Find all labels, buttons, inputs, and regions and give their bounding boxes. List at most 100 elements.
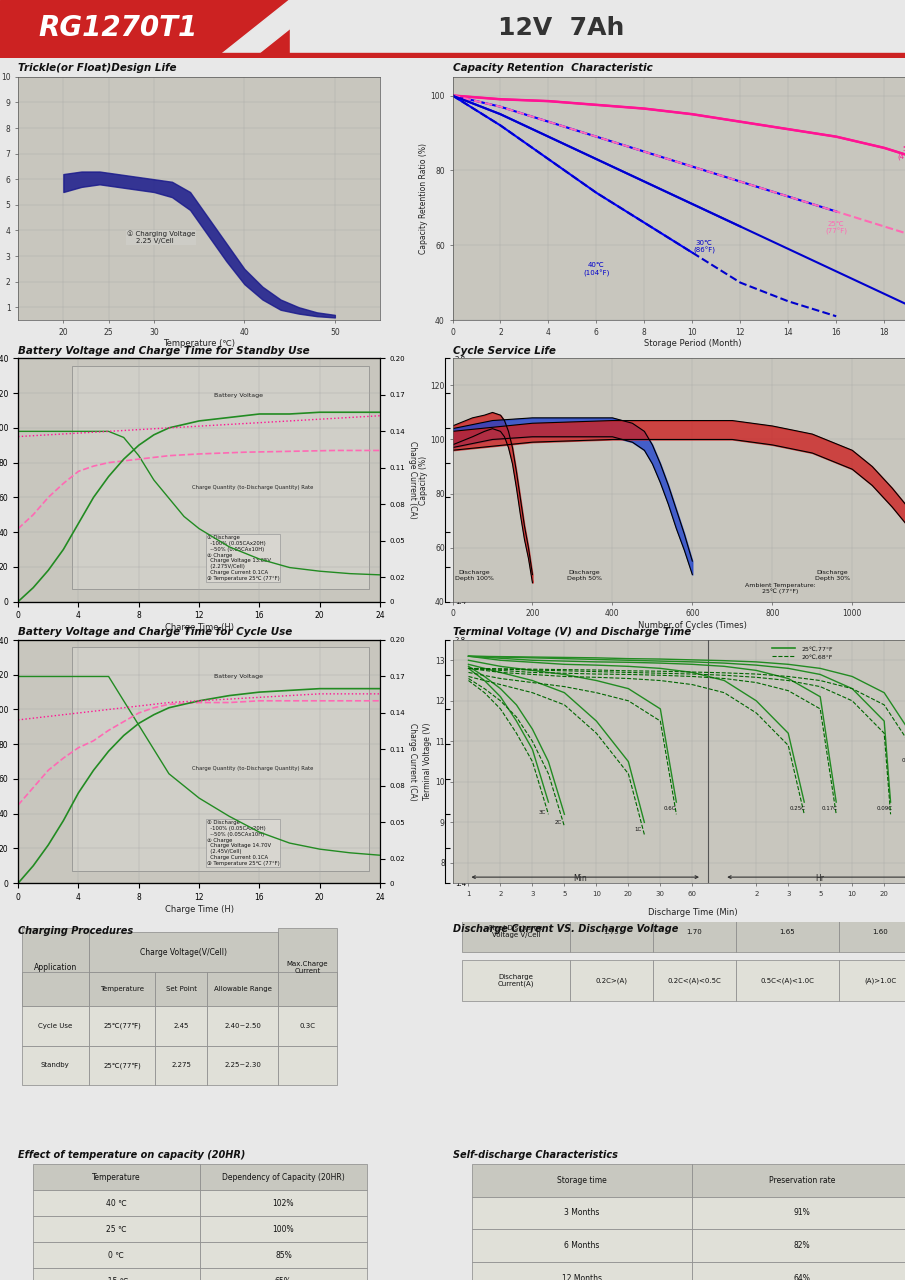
Text: ① Discharge
  -100% (0.05CAx20H)
  --50% (0.05CAx10H)
② Charge
  Charge Voltage : ① Discharge -100% (0.05CAx20H) --50% (0.… [206, 820, 280, 865]
Bar [200, 1216, 367, 1243]
Text: Allowable Range: Allowable Range [214, 986, 272, 992]
Text: 1.60: 1.60 [872, 929, 888, 934]
Bar [33, 1190, 200, 1216]
Text: Standby: Standby [41, 1062, 70, 1069]
Text: Battery Voltage: Battery Voltage [214, 675, 263, 680]
Bar [692, 1229, 905, 1262]
Text: Charge Quantity (to-Discharge Quantity) Rate: Charge Quantity (to-Discharge Quantity) … [192, 485, 313, 490]
Text: Set Point: Set Point [166, 986, 197, 992]
Text: Self-discharge Characteristics: Self-discharge Characteristics [452, 1151, 617, 1160]
Text: 65%: 65% [275, 1277, 291, 1280]
Text: Ambient Temperature:
25℃ (77°F): Ambient Temperature: 25℃ (77°F) [745, 584, 815, 594]
Text: 0.3C: 0.3C [300, 1023, 316, 1029]
Text: Min: Min [574, 874, 587, 883]
Text: RG1270T1: RG1270T1 [38, 14, 197, 42]
Bar [736, 960, 839, 1001]
Bar [156, 1006, 207, 1046]
Bar [570, 911, 653, 952]
Bar [33, 1268, 200, 1280]
Bar [278, 1006, 338, 1046]
Text: 91%: 91% [794, 1208, 810, 1217]
Text: Battery Voltage and Charge Time for Cycle Use: Battery Voltage and Charge Time for Cycl… [18, 627, 292, 637]
Bar [200, 1268, 367, 1280]
Text: 64%: 64% [794, 1274, 810, 1280]
Text: 85%: 85% [275, 1251, 291, 1260]
Y-axis label: Terminal Voltage (V): Terminal Voltage (V) [424, 723, 433, 800]
Bar [472, 1164, 692, 1197]
Text: 2C: 2C [555, 820, 562, 826]
Text: 25 ℃: 25 ℃ [106, 1225, 127, 1234]
Text: 20℃,68°F: 20℃,68°F [801, 654, 833, 659]
Bar [692, 1164, 905, 1197]
Text: 1C: 1C [634, 827, 642, 832]
Bar [207, 972, 278, 1006]
Text: Charge Quantity (to-Discharge Quantity) Rate: Charge Quantity (to-Discharge Quantity) … [192, 767, 313, 772]
Bar [278, 1046, 338, 1084]
Bar [736, 911, 839, 952]
Bar [472, 1197, 692, 1229]
Bar [839, 960, 905, 1001]
Text: Effect of temperature on capacity (20HR): Effect of temperature on capacity (20HR) [18, 1151, 245, 1160]
Text: 0.2C<(A)<0.5C: 0.2C<(A)<0.5C [668, 977, 721, 984]
Text: Preservation rate: Preservation rate [768, 1176, 835, 1185]
Text: 25℃
(77°F): 25℃ (77°F) [825, 221, 847, 236]
Bar [207, 1046, 278, 1084]
Bar [200, 1243, 367, 1268]
Text: 6 Months: 6 Months [565, 1242, 600, 1251]
Text: Trickle(or Float)Design Life: Trickle(or Float)Design Life [18, 63, 176, 73]
Text: 3 Months: 3 Months [565, 1208, 600, 1217]
Text: Charging Procedures: Charging Procedures [18, 925, 133, 936]
Bar [570, 960, 653, 1001]
Bar [0, 52, 905, 58]
Text: 1.65: 1.65 [779, 929, 795, 934]
Text: Discharge
Depth 50%: Discharge Depth 50% [567, 570, 602, 581]
Text: 2.40~2.50: 2.40~2.50 [224, 1023, 261, 1029]
X-axis label: Charge Time (H): Charge Time (H) [165, 905, 233, 914]
Text: 0.6C: 0.6C [663, 806, 676, 812]
Y-axis label: Charge Current (CA): Charge Current (CA) [408, 723, 417, 800]
Text: 2.275: 2.275 [171, 1062, 191, 1069]
Text: 2.45: 2.45 [174, 1023, 189, 1029]
Text: Battery Voltage and Charge Time for Standby Use: Battery Voltage and Charge Time for Stan… [18, 346, 310, 356]
Text: Discharge
Depth 30%: Discharge Depth 30% [814, 570, 850, 581]
Text: 40 ℃: 40 ℃ [106, 1198, 127, 1208]
Bar [89, 1046, 156, 1084]
Bar [200, 1190, 367, 1216]
Bar [653, 911, 736, 952]
Bar [278, 972, 338, 1006]
Bar [207, 1006, 278, 1046]
Bar [33, 1243, 200, 1268]
Bar [22, 928, 89, 1006]
Text: 0.25C: 0.25C [790, 806, 805, 812]
Text: Cycle Use: Cycle Use [38, 1023, 72, 1029]
Text: ① Discharge
  -100% (0.05CAx20H)
  --50% (0.05CAx10H)
② Charge
  Charge Voltage : ① Discharge -100% (0.05CAx20H) --50% (0.… [206, 535, 280, 581]
Bar [290, 0, 905, 54]
Text: Capacity Retention  Characteristic: Capacity Retention Characteristic [452, 63, 653, 73]
Bar [89, 932, 278, 972]
Text: 0.05C: 0.05C [901, 758, 905, 763]
Text: Dependency of Capacity (20HR): Dependency of Capacity (20HR) [222, 1172, 345, 1181]
Bar [89, 972, 156, 1006]
Bar [89, 1006, 156, 1046]
Text: Discharge
Current(A): Discharge Current(A) [498, 974, 534, 987]
X-axis label: Storage Period (Month): Storage Period (Month) [643, 339, 741, 348]
Y-axis label: Battery Voltage (V)/Per Cell: Battery Voltage (V)/Per Cell [469, 433, 475, 527]
Text: 0.17C: 0.17C [822, 806, 838, 812]
Text: 102%: 102% [272, 1198, 294, 1208]
Text: Application: Application [33, 963, 77, 972]
Bar [692, 1197, 905, 1229]
Bar [278, 928, 338, 1006]
Text: 1.70: 1.70 [687, 929, 702, 934]
Text: 3C: 3C [538, 810, 546, 815]
FancyBboxPatch shape [72, 648, 369, 870]
Y-axis label: Capacity (%): Capacity (%) [419, 456, 427, 504]
Text: Temperature: Temperature [100, 986, 144, 992]
Text: 2.25~2.30: 2.25~2.30 [224, 1062, 261, 1069]
Bar [462, 960, 570, 1001]
Text: 1.75: 1.75 [604, 929, 619, 934]
Bar [156, 972, 207, 1006]
Text: Terminal Voltage (V) and Discharge Time: Terminal Voltage (V) and Discharge Time [452, 627, 691, 637]
Text: 25℃(77℉): 25℃(77℉) [103, 1023, 141, 1029]
Y-axis label: Charge Current (CA): Charge Current (CA) [408, 442, 417, 518]
Bar [33, 1216, 200, 1243]
